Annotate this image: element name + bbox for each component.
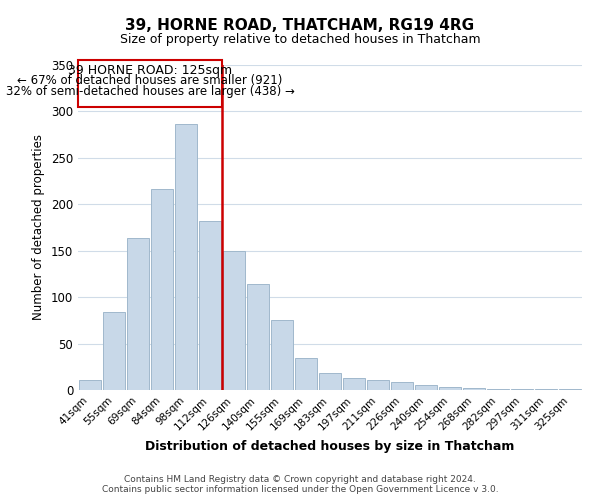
Bar	[175, 124, 197, 390]
Bar	[199, 221, 221, 390]
Bar	[103, 312, 125, 390]
Bar	[151, 188, 173, 390]
Bar	[127, 238, 149, 390]
Bar	[223, 250, 245, 390]
X-axis label: Distribution of detached houses by size in Thatcham: Distribution of detached houses by size …	[145, 440, 515, 453]
Y-axis label: Number of detached properties: Number of detached properties	[32, 134, 46, 320]
Bar	[367, 380, 389, 390]
Text: ← 67% of detached houses are smaller (921): ← 67% of detached houses are smaller (92…	[17, 74, 283, 88]
Text: Contains public sector information licensed under the Open Government Licence v : Contains public sector information licen…	[101, 485, 499, 494]
Bar	[271, 320, 293, 390]
Bar	[247, 284, 269, 390]
Bar	[343, 378, 365, 390]
Bar	[79, 380, 101, 390]
Bar	[415, 386, 437, 390]
Bar	[487, 389, 509, 390]
Bar	[439, 387, 461, 390]
Bar	[535, 389, 557, 390]
Bar	[391, 382, 413, 390]
Text: 32% of semi-detached houses are larger (438) →: 32% of semi-detached houses are larger (…	[5, 84, 295, 98]
Text: 39 HORNE ROAD: 125sqm: 39 HORNE ROAD: 125sqm	[68, 64, 232, 77]
Bar	[463, 388, 485, 390]
Text: Size of property relative to detached houses in Thatcham: Size of property relative to detached ho…	[119, 32, 481, 46]
Bar	[319, 374, 341, 390]
Bar	[295, 358, 317, 390]
Text: 39, HORNE ROAD, THATCHAM, RG19 4RG: 39, HORNE ROAD, THATCHAM, RG19 4RG	[125, 18, 475, 32]
Bar	[511, 389, 533, 390]
FancyBboxPatch shape	[78, 60, 222, 107]
Bar	[559, 389, 581, 390]
Text: Contains HM Land Registry data © Crown copyright and database right 2024.: Contains HM Land Registry data © Crown c…	[124, 475, 476, 484]
